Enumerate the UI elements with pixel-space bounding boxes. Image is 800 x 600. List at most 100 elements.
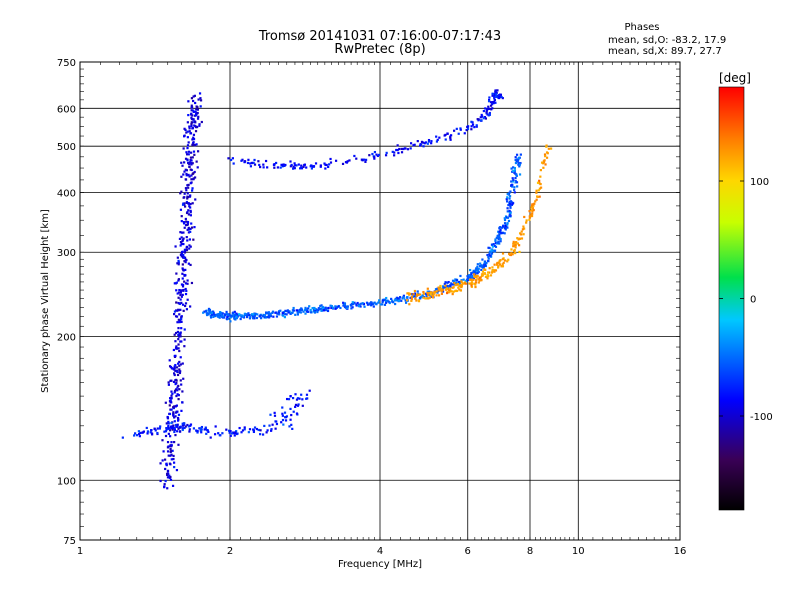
scatter-point	[414, 297, 417, 300]
scatter-point	[190, 174, 193, 177]
scatter-point	[357, 303, 361, 306]
scatter-point	[518, 165, 521, 168]
scatter-point	[512, 240, 515, 244]
scatter-point	[183, 251, 187, 254]
scatter-point	[486, 108, 489, 111]
scatter-point	[184, 261, 187, 264]
scatter-point	[166, 440, 170, 444]
scatter-point	[170, 441, 173, 444]
scatter-point	[511, 180, 514, 183]
scatter-point	[440, 290, 443, 293]
scatter-point	[191, 114, 194, 117]
scatter-point	[368, 154, 371, 157]
scatter-point	[479, 116, 482, 119]
scatter-point	[183, 345, 186, 348]
scatter-point	[431, 296, 435, 299]
scatter-point	[179, 208, 183, 211]
scatter-point	[320, 307, 323, 310]
scatter-point	[274, 161, 278, 165]
scatter-point	[351, 306, 354, 309]
scatter-point	[281, 418, 285, 422]
scatter-point	[283, 316, 286, 319]
scatter-point	[428, 290, 431, 293]
scatter-point	[398, 147, 401, 151]
y-tick-label: 600	[57, 104, 76, 115]
scatter-point	[516, 158, 519, 161]
scatter-point	[305, 308, 309, 311]
scatter-point	[452, 286, 455, 289]
scatter-point	[534, 200, 537, 203]
scatter-point	[180, 242, 183, 246]
scatter-point	[184, 187, 188, 190]
scatter-point	[187, 113, 190, 117]
scatter-point	[222, 316, 226, 319]
scatter-point	[188, 165, 191, 168]
scatter-point	[307, 310, 310, 313]
scatter-point	[499, 228, 502, 231]
scatter-point	[294, 393, 297, 396]
scatter-point	[243, 160, 246, 164]
scatter-point	[254, 312, 257, 316]
scatter-point	[188, 195, 192, 198]
scatter-point	[159, 462, 162, 465]
scatter-point	[402, 294, 405, 297]
scatter-point	[225, 428, 228, 431]
scatter-point	[179, 298, 182, 301]
scatter-point	[192, 177, 195, 180]
scatter-point	[208, 308, 212, 312]
scatter-point	[538, 187, 542, 190]
scatter-point	[370, 301, 373, 304]
scatter-point	[181, 390, 184, 393]
x-tick-label: 16	[674, 546, 687, 557]
scatter-point	[496, 89, 499, 92]
scatter-point	[477, 267, 480, 270]
scatter-point	[532, 208, 535, 212]
scatter-point	[514, 158, 517, 162]
scatter-point	[360, 158, 363, 161]
scatter-point	[483, 263, 486, 266]
scatter-point	[493, 269, 496, 273]
scatter-point	[373, 156, 376, 159]
scatter-point	[518, 250, 521, 254]
scatter-point	[191, 127, 194, 130]
scatter-point	[473, 273, 476, 276]
scatter-point	[167, 445, 170, 448]
scatter-point	[186, 223, 189, 226]
scatter-point	[186, 130, 189, 133]
scatter-point	[473, 275, 476, 278]
scatter-point	[171, 484, 175, 487]
scatter-point	[517, 162, 520, 165]
scatter-point	[448, 287, 451, 290]
scatter-point	[301, 404, 304, 407]
scatter-point	[173, 333, 176, 336]
scatter-point	[176, 419, 180, 422]
scatter-point	[272, 315, 275, 318]
scatter-point	[469, 268, 472, 272]
scatter-point	[539, 186, 543, 189]
scatter-point	[458, 282, 461, 285]
scatter-point	[342, 301, 345, 304]
scatter-point	[146, 432, 149, 435]
scatter-point	[191, 138, 194, 141]
scatter-point	[246, 161, 250, 165]
scatter-point	[248, 428, 252, 431]
scatter-point	[174, 388, 178, 391]
scatter-point	[183, 134, 186, 137]
scatter-point	[194, 198, 197, 201]
scatter-point	[487, 260, 490, 263]
scatter-point	[159, 479, 162, 483]
scatter-point	[187, 209, 190, 212]
scatter-point	[175, 366, 179, 369]
scatter-point	[501, 263, 504, 266]
scatter-point	[292, 165, 295, 168]
scatter-point	[498, 261, 501, 264]
scatter-point	[444, 284, 447, 287]
scatter-point	[253, 158, 256, 162]
scatter-point	[167, 422, 170, 425]
scatter-point	[285, 397, 289, 401]
scatter-point	[233, 310, 236, 313]
scatter-point	[409, 292, 412, 295]
scatter-point	[273, 411, 276, 414]
scatter-point	[501, 97, 504, 100]
scatter-point	[484, 107, 487, 110]
